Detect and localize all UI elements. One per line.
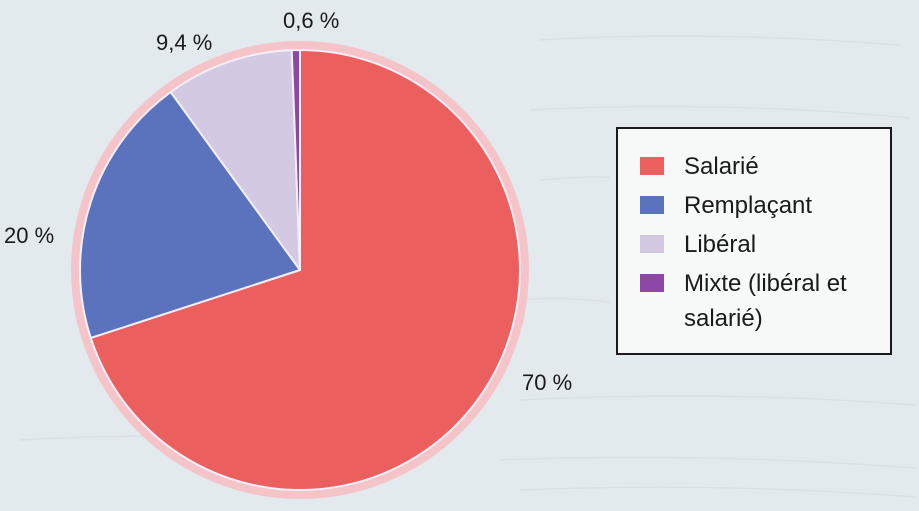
legend-label-remplacant: Remplaçant	[684, 192, 813, 219]
slice-label-liberal: 9,4 %	[156, 30, 212, 55]
legend-label-liberal: Libéral	[684, 231, 757, 258]
pie-slice-mixte	[290, 49, 301, 271]
legend-swatch-remplacant	[640, 196, 664, 214]
slice-label-salarie: 70 %	[522, 370, 572, 395]
pie-slice-remplacant	[79, 91, 301, 339]
legend-item-mixte: Mixte (libéral et salarié)	[640, 266, 890, 336]
legend-swatch-salarie	[640, 157, 664, 175]
legend-swatch-liberal	[640, 235, 664, 253]
slice-label-mixte: 0,6 %	[283, 8, 339, 33]
legend: Salarié Remplaçant Libéral Mixte (libéra…	[616, 127, 892, 355]
slice-label-remplacant: 20 %	[4, 223, 54, 248]
legend-item-remplacant: Remplaçant	[640, 188, 890, 223]
pie-outer-ring	[71, 41, 529, 499]
pie-slice-liberal	[169, 49, 301, 271]
pie-group	[71, 41, 529, 499]
pie-slice-salarie	[89, 49, 521, 491]
legend-label-mixte: Mixte (libéral et salarié)	[684, 270, 847, 332]
legend-item-liberal: Libéral	[640, 227, 890, 262]
legend-label-salarie: Salarié	[684, 153, 759, 180]
legend-swatch-mixte	[640, 274, 664, 292]
legend-item-salarie: Salarié	[640, 149, 890, 184]
